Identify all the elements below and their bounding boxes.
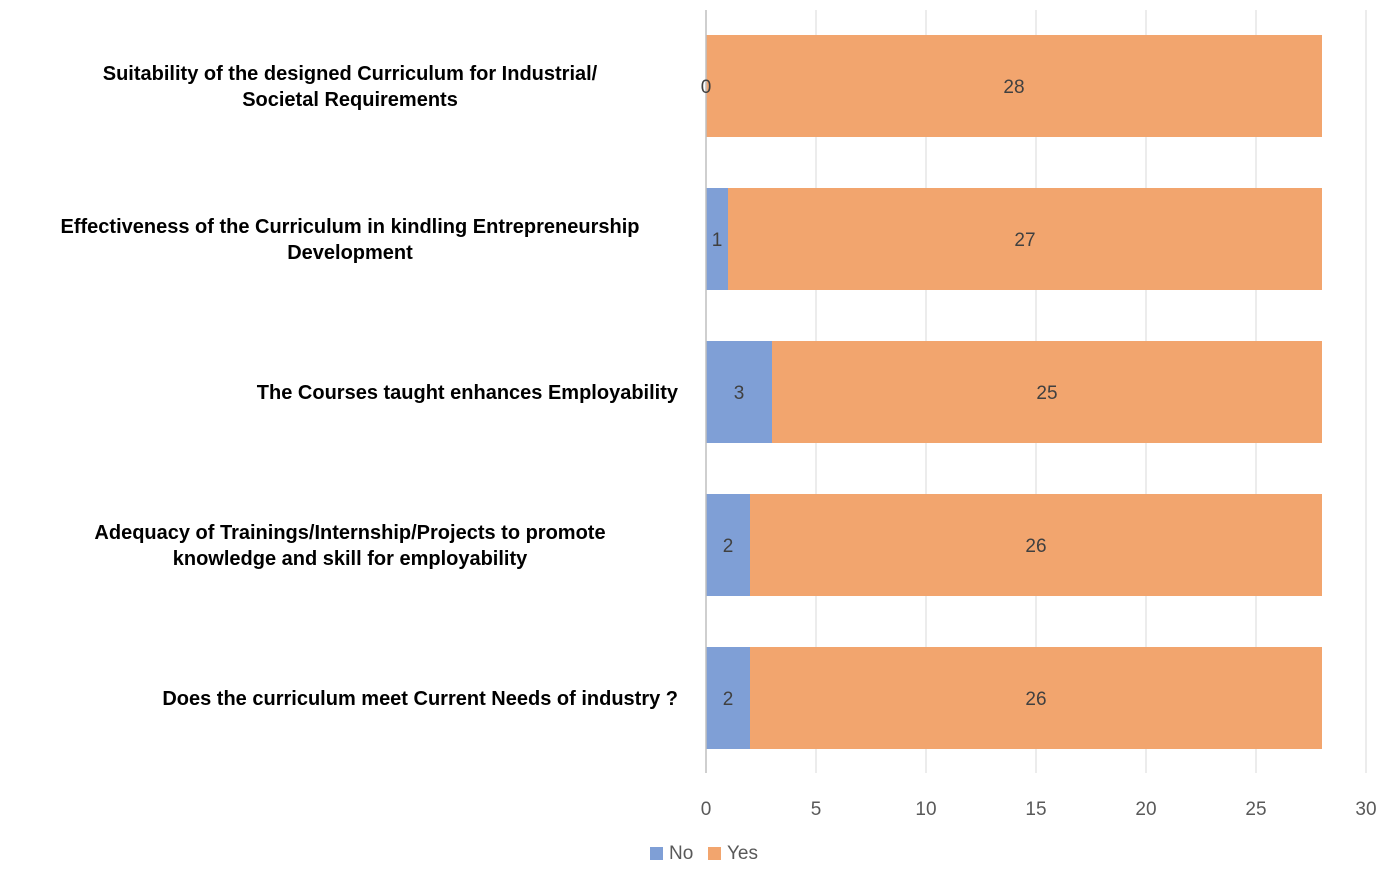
bar-yes-2 [772,341,1322,443]
bars [706,35,1322,749]
x-tick-label: 20 [1135,799,1156,820]
legend-swatch-no [650,847,663,860]
legend-label-yes: Yes [727,843,758,864]
data-label-no-3: 2 [723,536,734,557]
data-label-yes-1: 27 [1014,230,1035,251]
data-label-yes-0: 28 [1003,77,1024,98]
data-label-yes-3: 26 [1025,536,1046,557]
category-label-3-line-0: Adequacy of Trainings/Internship/Project… [94,522,605,544]
bar-yes-3 [750,494,1322,596]
category-label-1-line-1: Development [287,242,413,264]
category-label-3-line-1: knowledge and skill for employability [173,548,528,570]
bar-no-4 [706,647,750,749]
labels: 0 5 10 15 20 25 30 0 28 Suitability of the design… [61,63,1377,820]
legend: No Yes [650,843,758,864]
x-tick-label: 30 [1355,799,1376,820]
category-label-4-line-0: Does the curriculum meet Current Needs o… [162,688,678,710]
x-tick-label: 5 [811,799,822,820]
data-label-no-0: 0 [701,77,712,98]
bar-no-2 [706,341,772,443]
x-tick-label: 15 [1025,799,1046,820]
bar-yes-4 [750,647,1322,749]
data-label-yes-4: 26 [1025,689,1046,710]
bar-yes-1 [728,188,1322,290]
category-label-0-line-1: Societal Requirements [242,89,458,111]
bar-yes-0 [706,35,1322,137]
category-label-2-line-0: The Courses taught enhances Employabilit… [257,382,679,404]
data-label-yes-2: 25 [1036,383,1057,404]
x-tick-label: 10 [915,799,936,820]
bar-no-3 [706,494,750,596]
data-label-no-1: 1 [712,230,723,251]
data-label-no-4: 2 [723,689,734,710]
category-label-1-line-0: Effectiveness of the Curriculum in kindl… [61,216,640,238]
legend-swatch-yes [708,847,721,860]
legend-label-no: No [669,843,693,864]
bar-no-1 [706,188,728,290]
category-label-0-line-0: Suitability of the designed Curriculum f… [103,63,598,85]
x-tick-label: 25 [1245,799,1266,820]
data-label-no-2: 3 [734,383,745,404]
x-tick-label: 0 [701,799,712,820]
